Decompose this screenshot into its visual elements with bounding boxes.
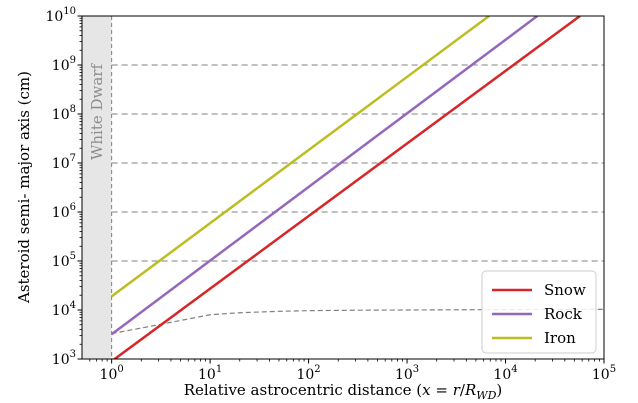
legend-label-rock: Rock xyxy=(544,305,583,323)
series-line-rock xyxy=(110,16,539,336)
x-axis-label: Relative astrocentric distance (x = r/RW… xyxy=(184,381,503,402)
y-tick-label: 105 xyxy=(52,251,76,270)
axes: 100 101 102 103 104 105 103 104 105 106 107 108 109 1… xyxy=(45,6,616,383)
legend-label-snow: Snow xyxy=(544,281,586,299)
plot-frame xyxy=(81,15,605,360)
x-tick-label: 105 xyxy=(592,364,616,383)
y-axis-label: Asteroid semi- major axis (cm) xyxy=(15,71,33,304)
legend-box xyxy=(481,270,597,354)
y-tick-label: 104 xyxy=(52,300,76,319)
white-dwarf-label: White Dwarf xyxy=(88,63,106,161)
plot-area: White Dwarf xyxy=(82,16,604,359)
y-tick-label: 106 xyxy=(52,202,76,221)
y-tick-label: 103 xyxy=(52,349,76,368)
reference-curve xyxy=(111,308,604,335)
x-tick-label: 104 xyxy=(493,364,517,383)
y-tick-label: 108 xyxy=(52,104,76,123)
x-tick-label: 102 xyxy=(296,364,320,383)
y-tick-label: 109 xyxy=(52,55,76,74)
series-line-snow xyxy=(112,16,581,359)
y-tick-label: 107 xyxy=(52,153,76,172)
legend: Snow Rock Iron xyxy=(481,270,597,354)
series-line-iron xyxy=(110,16,490,298)
x-tick-label: 100 xyxy=(100,364,124,383)
x-tick-label: 103 xyxy=(395,364,419,383)
x-tick-label: 101 xyxy=(198,364,222,383)
legend-label-iron: Iron xyxy=(544,329,576,347)
white-dwarf-region xyxy=(82,16,112,359)
y-tick-label: 1010 xyxy=(45,6,76,25)
